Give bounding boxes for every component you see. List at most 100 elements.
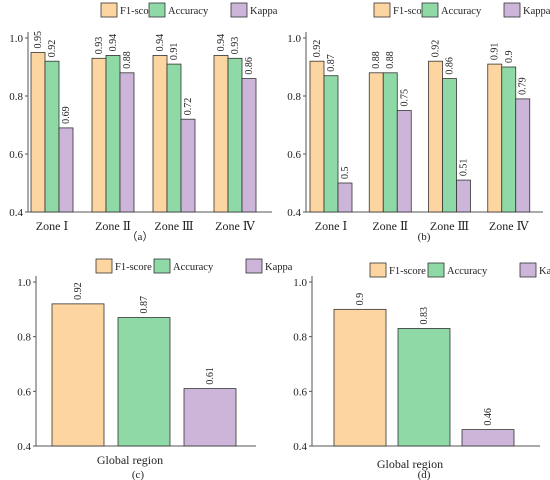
legend-swatch <box>95 258 113 274</box>
bar-f1-score <box>91 57 107 213</box>
legend-swatch <box>230 2 248 18</box>
data-label: 0.93 <box>230 37 241 55</box>
data-label: 0.92 <box>47 40 58 58</box>
x-category-label: Zone Ⅳ <box>215 219 256 233</box>
y-tick-label: 0.4 <box>9 207 23 219</box>
data-label: 0.88 <box>371 51 382 69</box>
legend-label: Kappa <box>539 266 550 277</box>
data-label: 0.46 <box>483 408 494 426</box>
legend-label: Kappa <box>523 6 550 17</box>
data-label: 0.5 <box>340 167 351 180</box>
x-category-label: Zone Ⅰ <box>315 219 348 233</box>
x-category-label: Zone Ⅲ <box>154 219 193 233</box>
data-label: 0.94 <box>155 34 166 52</box>
bar-kappa <box>515 98 531 213</box>
x-category-label: Zone Ⅱ <box>372 219 408 233</box>
y-tick-label: 0.6 <box>17 386 31 398</box>
data-label: 0.91 <box>490 43 501 61</box>
x-category-label: Zone Ⅲ <box>430 219 469 233</box>
data-label: 0.9 <box>504 51 515 64</box>
legend-label: Kappa <box>265 262 293 273</box>
bar-f1-score <box>30 52 46 213</box>
data-label: 0.92 <box>73 282 84 300</box>
bar-accuracy <box>382 72 398 213</box>
y-tick-label: 1.0 <box>293 277 307 289</box>
bar-f1-score <box>428 60 443 213</box>
data-label: 0.92 <box>312 40 323 58</box>
data-label: 0.75 <box>399 89 410 107</box>
panel-label: (b) <box>418 231 431 243</box>
bar-f1-score <box>309 60 325 213</box>
y-tick-label: 0.4 <box>17 441 31 453</box>
bar-kappa <box>396 110 412 213</box>
bar-accuracy <box>501 66 517 213</box>
y-tick-label: 0.6 <box>9 149 23 161</box>
legend-swatch <box>148 2 166 18</box>
bar-accuracy <box>117 317 171 447</box>
bar-kappa <box>461 429 515 447</box>
y-tick-label: 0.4 <box>287 207 301 219</box>
data-label: 0.95 <box>33 31 44 49</box>
data-label: 0.87 <box>139 296 150 314</box>
data-label: 0.93 <box>94 37 105 55</box>
legend-swatch <box>503 2 521 18</box>
bar-accuracy <box>323 75 339 213</box>
data-label: 0.69 <box>61 106 72 124</box>
data-label: 0.61 <box>205 367 216 385</box>
data-label: 0.88 <box>122 51 133 69</box>
bar-accuracy <box>397 328 451 447</box>
y-tick-label: 1.0 <box>17 277 31 289</box>
legend-swatch <box>519 262 537 278</box>
legend-label: Accuracy <box>447 266 488 277</box>
bar-kappa <box>119 72 135 213</box>
data-label: 0.94 <box>216 34 227 52</box>
panel-label: （a） <box>127 230 154 243</box>
legend-label: F1-score <box>389 266 426 277</box>
y-tick-label: 0.4 <box>293 441 307 453</box>
y-tick-label: 1.0 <box>9 33 23 45</box>
legend-swatch <box>373 2 391 18</box>
bar-kappa <box>180 118 196 213</box>
y-tick-label: 0.8 <box>293 332 307 344</box>
bar-f1-score <box>368 72 384 213</box>
x-category-label: Zone Ⅰ <box>36 219 69 233</box>
data-label: 0.92 <box>431 40 442 58</box>
legend-swatch <box>427 262 445 278</box>
bar-f1-score <box>152 55 168 213</box>
bar-accuracy <box>105 55 121 213</box>
bar-kappa <box>337 182 353 213</box>
bar-f1-score <box>333 308 387 447</box>
chart-panel-4: 0.4 0.6 0.8 1.0 0.9 0.83 0.46 Global region F1-s… <box>293 262 550 480</box>
legend-label: F1-score <box>393 6 430 17</box>
bar-f1-score <box>487 63 503 213</box>
legend-swatch <box>153 258 171 274</box>
data-label: 0.72 <box>183 98 194 116</box>
data-label: 0.88 <box>385 51 396 69</box>
legend-label: Accuracy <box>173 262 214 273</box>
legend-swatch <box>369 262 387 278</box>
x-category-label: Zone Ⅱ <box>95 219 131 233</box>
y-tick-label: 0.8 <box>17 332 31 344</box>
data-label: 0.87 <box>326 54 337 72</box>
y-tick-label: 0.6 <box>287 149 301 161</box>
legend-label: Accuracy <box>441 6 482 17</box>
data-label: 0.51 <box>459 159 470 177</box>
data-label: 0.9 <box>355 293 366 306</box>
bar-f1-score <box>51 303 105 447</box>
bar-kappa <box>456 179 471 213</box>
y-tick-label: 0.8 <box>287 91 301 103</box>
chart-panel-3: 0.4 0.6 0.8 1.0 0.92 0.87 0.61 Global region F1-… <box>17 258 293 480</box>
bar-f1-score <box>213 55 229 213</box>
bar-accuracy <box>166 63 182 213</box>
data-label: 0.83 <box>419 307 430 325</box>
legend-label: F1-score <box>115 262 152 273</box>
x-category-label: Global region <box>377 457 443 471</box>
data-label: 0.86 <box>244 57 255 75</box>
panel-label: (c) <box>132 469 145 480</box>
panel-label: (d) <box>418 469 431 480</box>
x-category-label: Zone Ⅳ <box>489 219 530 233</box>
legend-label: F1-score <box>120 6 157 17</box>
